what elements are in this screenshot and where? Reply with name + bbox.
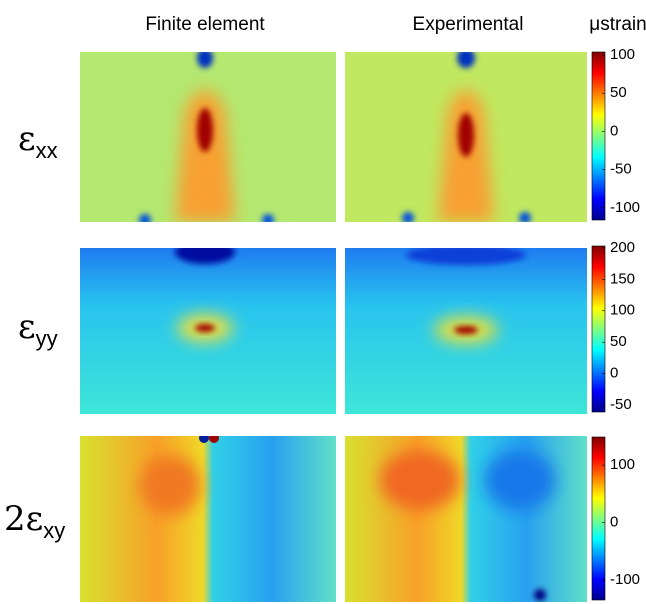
strain-map (80, 248, 336, 414)
colorbar-tick-label: 150 (610, 270, 635, 287)
colorbar-tick-label: 0 (610, 365, 618, 382)
column-header: Experimental (413, 14, 524, 35)
colorbar-tick-label: 100 (610, 456, 635, 473)
colorbar-tick-label: 50 (610, 333, 627, 350)
strain-map (345, 436, 587, 602)
strain-map (345, 248, 587, 414)
colorbar (591, 51, 606, 221)
colorbar-tick-label: -100 (610, 571, 640, 588)
colorbar (591, 436, 606, 601)
row-label: εyy (18, 307, 58, 351)
colorbar-tick-label: -50 (610, 161, 632, 178)
colorbar-tick-label: -50 (610, 396, 632, 413)
strain-map (80, 52, 336, 222)
strain-map (80, 436, 336, 602)
colorbar-tick-label: 100 (610, 302, 635, 319)
colorbar-tick-label: 200 (610, 239, 635, 256)
unit-label: μstrain (589, 14, 646, 35)
strain-subscript: xx (36, 138, 58, 163)
colorbar-tick-label: 100 (610, 46, 635, 63)
row-label: εxx (18, 119, 58, 163)
strain-symbol: 2ε (4, 499, 43, 539)
colorbar-tick-label: 0 (610, 513, 618, 530)
strain-symbol: ε (18, 307, 36, 347)
colorbar-tick-label: 50 (610, 84, 627, 101)
strain-subscript: yy (36, 326, 58, 351)
colorbar (591, 245, 606, 413)
strain-map (345, 52, 587, 222)
column-header: Finite element (145, 14, 265, 35)
strain-subscript: xy (43, 518, 65, 543)
colorbar-tick-label: -100 (610, 199, 640, 216)
row-label: 2εxy (4, 499, 65, 543)
strain-symbol: ε (18, 119, 36, 159)
colorbar-tick-label: 0 (610, 122, 618, 139)
